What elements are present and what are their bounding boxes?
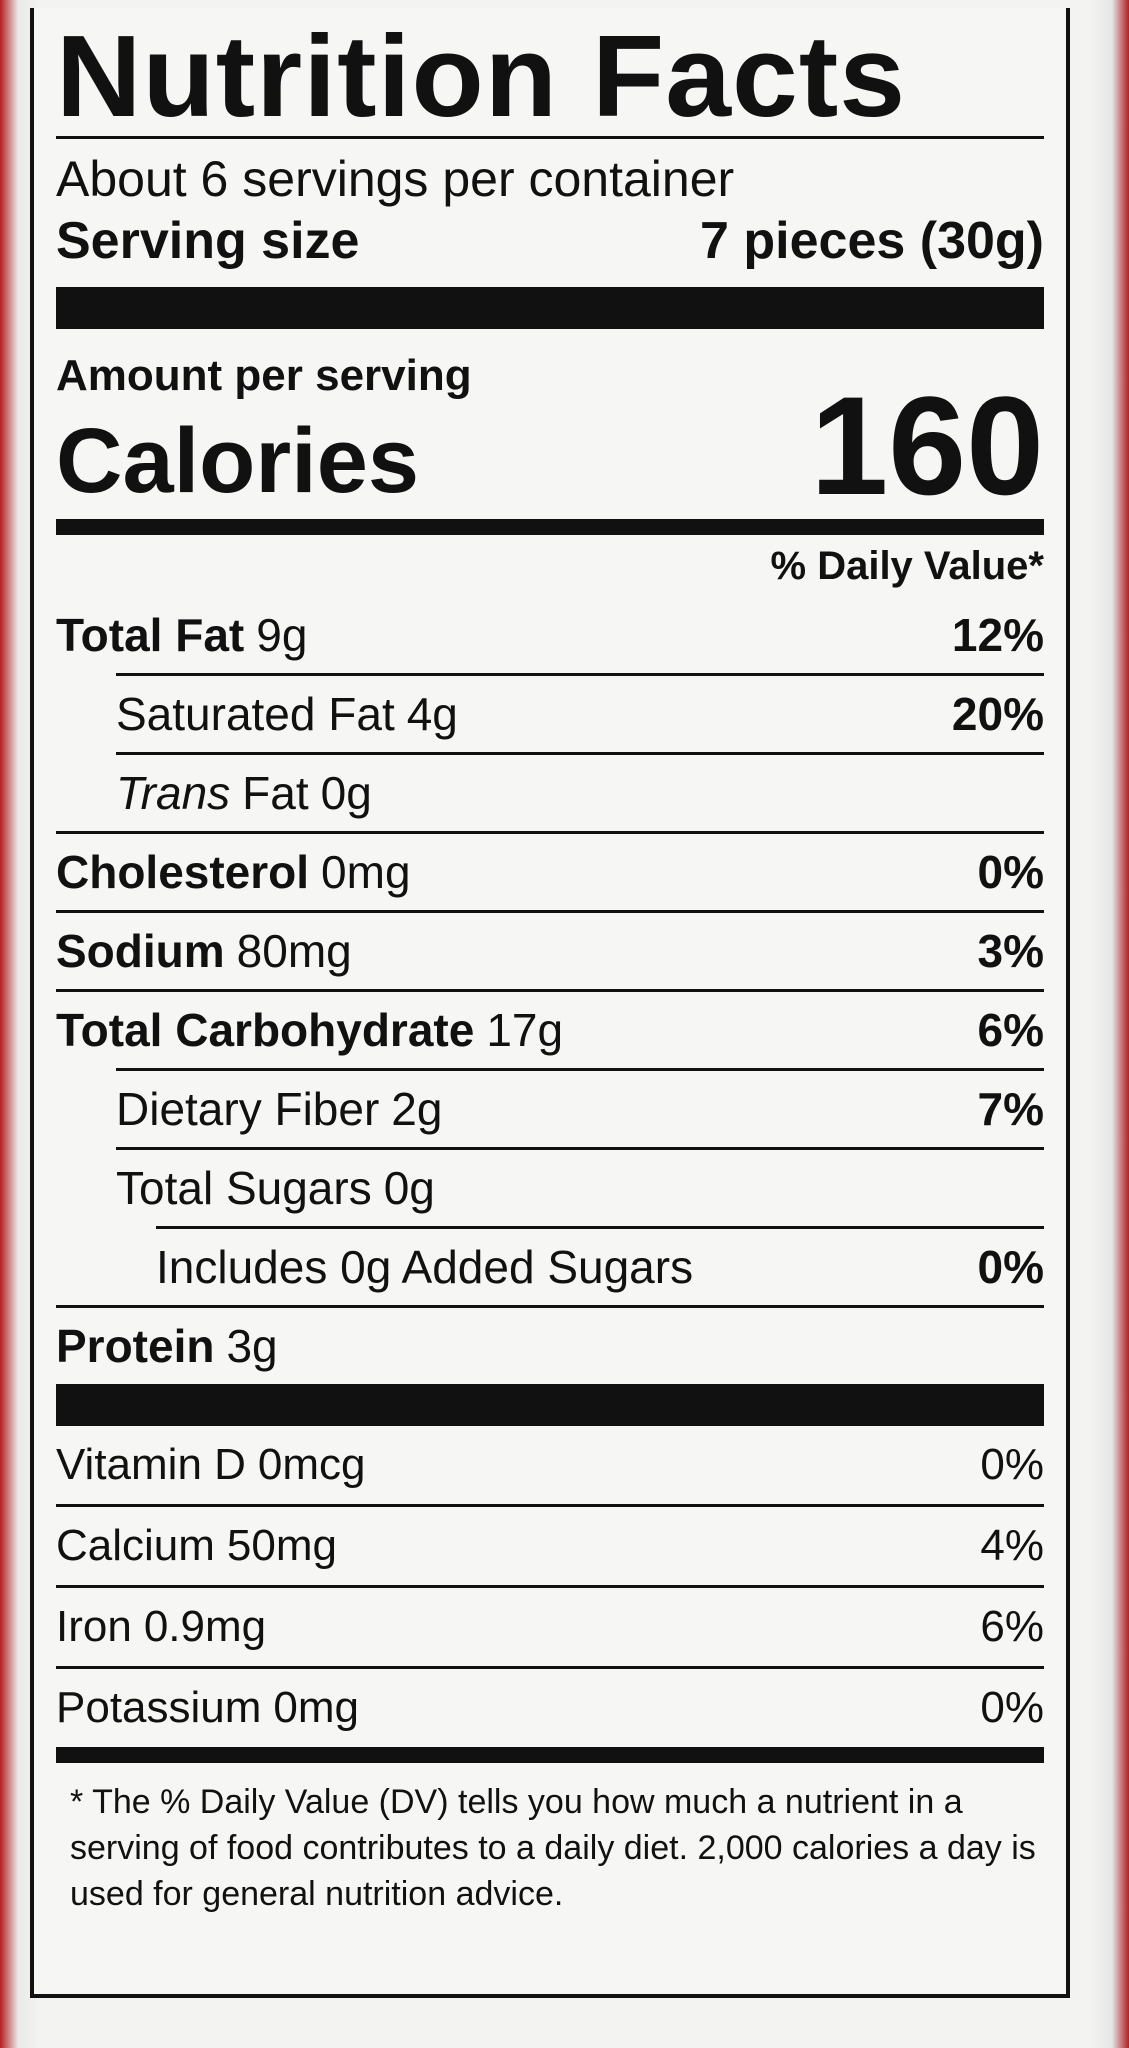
vitamin-name: Calcium — [56, 1521, 215, 1570]
vitamin-row: Potassium 0mg 0% — [56, 1666, 1044, 1747]
nutrient-dv: 12% — [951, 609, 1044, 661]
daily-value-header: % Daily Value* — [770, 544, 1044, 588]
vitamin-dv: 4% — [980, 1521, 1044, 1570]
vitamin-name: Iron — [56, 1602, 132, 1651]
vitamin-row: Calcium 50mg 4% — [56, 1504, 1044, 1585]
nutrient-name: Includes 0g Added Sugars — [156, 1241, 694, 1293]
nutrient-name: Fat — [242, 767, 309, 819]
nutrient-amount: 80mg — [236, 925, 352, 977]
calories-block: Amount per serving Calories 160 — [56, 329, 1044, 524]
nutrient-dv: 20% — [951, 688, 1044, 740]
nutrient-amount: 0g — [383, 1162, 435, 1214]
serving-size-value: 7 pieces (30g) — [700, 212, 1044, 270]
vitamin-dv: 0% — [980, 1440, 1044, 1489]
nutrient-name: Saturated Fat — [116, 688, 395, 740]
medium-bar — [56, 519, 1044, 535]
nutrient-name: Dietary Fiber — [116, 1083, 380, 1135]
nutrient-amount: 9g — [256, 609, 308, 661]
calories-label: Calories — [56, 410, 420, 512]
vitamin-list: Vitamin D 0mcg 0% Calcium 50mg 4% Iron 0.9mg 6% P… — [56, 1426, 1044, 1747]
rule — [56, 136, 1044, 139]
nutrition-label: Nutrition Facts About 6 servings per con… — [30, 8, 1070, 1998]
nutrient-row: Total Fat 9g 12% — [56, 597, 1044, 673]
nutrient-name: Cholesterol — [56, 846, 310, 898]
vitamin-amount: 0mg — [273, 1683, 360, 1732]
vitamin-amount: 0mcg — [257, 1440, 366, 1489]
nutrient-row: Trans Fat 0g — [116, 752, 1044, 831]
label-title: Nutrition Facts — [56, 11, 907, 141]
nutrient-name: Total Fat — [56, 609, 245, 661]
nutrient-amount: 0mg — [321, 846, 411, 898]
vitamin-name: Potassium — [56, 1683, 262, 1732]
nutrient-dv: 6% — [977, 1004, 1044, 1056]
nutrient-row: Cholesterol 0mg 0% — [56, 831, 1044, 910]
nutrient-row: Total Sugars 0g — [116, 1147, 1044, 1226]
nutrient-row: Protein 3g — [56, 1305, 1044, 1384]
nutrient-dv: 0% — [977, 846, 1044, 898]
thick-bar — [56, 287, 1044, 329]
nutrient-amount: 4g — [406, 688, 458, 740]
vitamin-dv: 0% — [980, 1683, 1044, 1732]
nutrient-dv: 3% — [977, 925, 1044, 977]
nutrient-list: Total Fat 9g 12% Saturated Fat 4g 20% Trans Fat… — [56, 597, 1044, 1384]
vitamin-name: Vitamin D — [56, 1440, 246, 1489]
serving-size: Serving size 7 pieces (30g) — [56, 209, 1044, 273]
serving-size-label: Serving size — [56, 212, 360, 270]
nutrient-row: Dietary Fiber 2g 7% — [116, 1068, 1044, 1147]
nutrient-row: Saturated Fat 4g 20% — [116, 673, 1044, 752]
nutrient-name: Sodium — [56, 925, 225, 977]
nutrient-name: Protein — [56, 1320, 215, 1372]
calories-value: 160 — [810, 367, 1044, 524]
medium-bar — [56, 1747, 1044, 1763]
nutrient-name-italic: Trans — [116, 767, 231, 819]
vitamin-amount: 50mg — [226, 1521, 337, 1570]
vitamin-row: Iron 0.9mg 6% — [56, 1585, 1044, 1666]
nutrient-row: Sodium 80mg 3% — [56, 910, 1044, 989]
amount-per-serving: Amount per serving — [56, 351, 472, 400]
nutrient-amount: 3g — [226, 1320, 278, 1372]
nutrient-dv: 0% — [977, 1241, 1044, 1293]
footnote: * The % Daily Value (DV) tells you how m… — [70, 1783, 1036, 1913]
servings: About 6 servings per container — [56, 151, 735, 207]
nutrient-amount: 0g — [320, 767, 372, 819]
vitamin-dv: 6% — [980, 1602, 1044, 1651]
thick-bar — [56, 1384, 1044, 1426]
nutrient-dv: 7% — [977, 1083, 1044, 1135]
nutrient-row: Includes 0g Added Sugars 0% — [156, 1226, 1044, 1305]
vitamin-amount: 0.9mg — [143, 1602, 267, 1651]
vitamin-row: Vitamin D 0mcg 0% — [56, 1426, 1044, 1504]
nutrient-amount: 17g — [486, 1004, 564, 1056]
nutrient-row: Total Carbohydrate 17g 6% — [56, 989, 1044, 1068]
nutrient-amount: 2g — [391, 1083, 443, 1135]
nutrient-name: Total Carbohydrate — [56, 1004, 475, 1056]
nutrient-name: Total Sugars — [116, 1162, 372, 1214]
